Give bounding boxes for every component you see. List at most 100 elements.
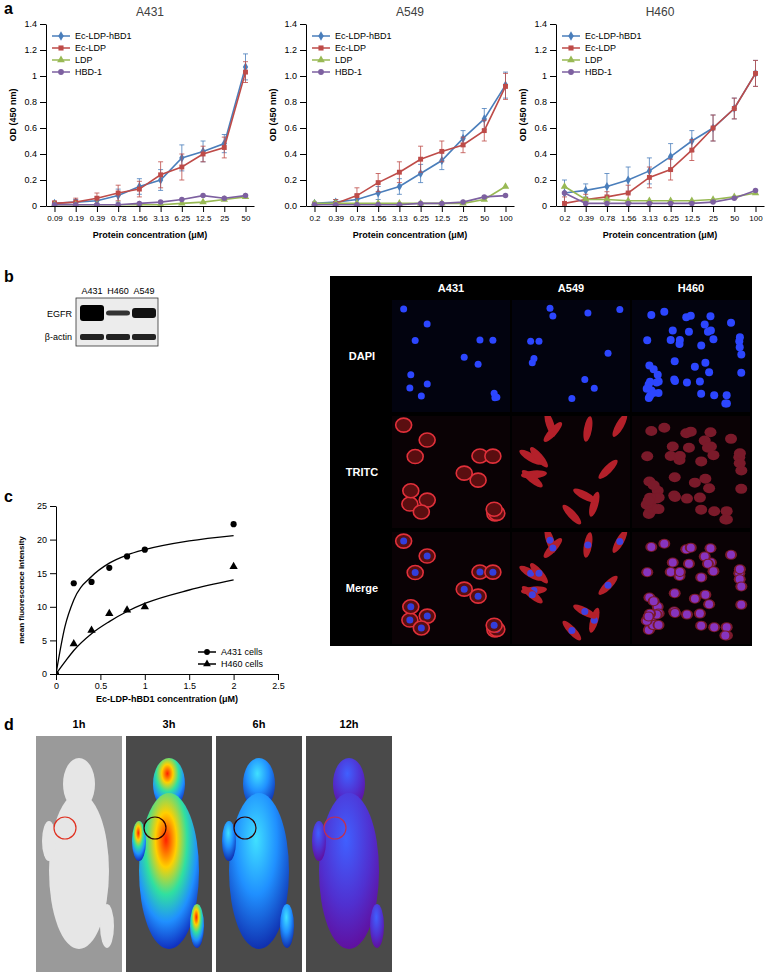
nucleus bbox=[737, 369, 745, 377]
marker bbox=[137, 201, 143, 206]
cell bbox=[560, 618, 584, 642]
marker bbox=[243, 193, 249, 199]
tick: 1.2 bbox=[24, 45, 46, 55]
error-bar bbox=[689, 140, 694, 161]
legend-entry: Ec-LDP-hBD1 bbox=[75, 31, 132, 41]
cell bbox=[485, 565, 501, 579]
series-line bbox=[564, 190, 755, 203]
tick-mark bbox=[224, 206, 225, 212]
tick-mark bbox=[628, 206, 629, 212]
marker bbox=[710, 199, 716, 205]
marker bbox=[562, 201, 567, 206]
axis-title: Protein concentration (μM) bbox=[603, 230, 718, 240]
cell bbox=[707, 566, 719, 576]
tick-mark bbox=[550, 154, 556, 155]
series-line bbox=[314, 196, 505, 205]
tick-mark bbox=[421, 206, 422, 212]
image-background bbox=[306, 736, 392, 972]
band bbox=[106, 311, 130, 316]
cell bbox=[396, 534, 412, 548]
microscopy-frame bbox=[330, 276, 752, 646]
panel-label: c bbox=[4, 488, 13, 505]
tick-mark bbox=[40, 128, 46, 129]
legend-marker bbox=[318, 45, 323, 50]
tick: 3.13 bbox=[642, 206, 658, 223]
cell bbox=[541, 420, 564, 445]
tick-mark bbox=[550, 206, 556, 207]
tick: 10 bbox=[37, 602, 56, 612]
nucleus bbox=[697, 622, 705, 630]
cell bbox=[541, 536, 564, 561]
marker bbox=[503, 193, 509, 199]
cell bbox=[735, 484, 747, 494]
tick: 25 bbox=[220, 206, 229, 223]
tick: 6.25 bbox=[413, 206, 429, 223]
tick-mark bbox=[713, 206, 714, 212]
lane-label: H460 bbox=[107, 286, 129, 296]
marker bbox=[604, 201, 610, 206]
legend-marker bbox=[204, 649, 210, 655]
tick-label: 0.78 bbox=[600, 214, 616, 223]
series-line bbox=[54, 196, 245, 205]
marker bbox=[354, 202, 360, 206]
tick-label: 1.2 bbox=[534, 45, 547, 55]
cell bbox=[735, 466, 747, 476]
marker bbox=[626, 175, 631, 184]
tick: 0.8 bbox=[534, 97, 556, 107]
tick-label: 50 bbox=[480, 214, 489, 223]
tick-label: 0.5 bbox=[95, 681, 108, 691]
legend-entry: Ec-LDP bbox=[75, 43, 106, 53]
nucleus bbox=[581, 608, 588, 615]
tick: 0.6 bbox=[24, 123, 46, 133]
tick: 1.5 bbox=[183, 674, 196, 691]
nucleus bbox=[406, 617, 413, 624]
nucleus bbox=[676, 568, 684, 576]
tick: 50 bbox=[480, 206, 489, 223]
tick-label: 15 bbox=[37, 569, 47, 579]
nucleus bbox=[709, 335, 717, 343]
tick: 0.2 bbox=[309, 206, 321, 223]
tick: 1.2 bbox=[284, 45, 306, 55]
series-line bbox=[314, 85, 505, 203]
tick-mark bbox=[50, 674, 56, 675]
legend: Ec-LDP-hBD1Ec-LDPLDPHBD-1 bbox=[312, 31, 392, 77]
micrograph-background bbox=[632, 300, 750, 412]
legend-entry: HBD-1 bbox=[335, 67, 362, 77]
error-bar bbox=[753, 60, 758, 86]
cell bbox=[708, 506, 720, 516]
axis-line bbox=[46, 25, 47, 207]
micrograph-background bbox=[512, 300, 630, 412]
marker bbox=[689, 201, 695, 206]
in-vivo-imaging: 1h3h6h12h bbox=[36, 718, 392, 972]
tick-mark bbox=[550, 24, 556, 25]
cell bbox=[667, 558, 679, 568]
lane-label: A431 bbox=[81, 286, 102, 296]
nucleus bbox=[710, 391, 718, 399]
nucleus bbox=[643, 568, 651, 576]
tick-label: 0.8 bbox=[284, 97, 297, 107]
tick-label: 0.2 bbox=[284, 175, 297, 185]
error-bar bbox=[711, 115, 716, 141]
tick: 0.39 bbox=[578, 206, 594, 223]
tick: 0.2 bbox=[284, 175, 306, 185]
cell bbox=[571, 486, 598, 505]
cell bbox=[648, 596, 660, 606]
tick-label: 0.8 bbox=[24, 97, 37, 107]
tick-label: 0.2 bbox=[534, 175, 547, 185]
tick-mark bbox=[50, 506, 56, 507]
micrograph-background bbox=[392, 416, 510, 528]
nucleus bbox=[400, 538, 407, 545]
tick-label: 12.5 bbox=[196, 214, 212, 223]
nucleus bbox=[683, 379, 691, 387]
legend-marker bbox=[568, 31, 573, 40]
marker bbox=[753, 71, 758, 76]
tick-mark bbox=[314, 206, 315, 212]
cell bbox=[694, 609, 706, 619]
tick: 1.4 bbox=[284, 19, 306, 29]
legend-entry: Ec-LDP bbox=[585, 43, 616, 53]
marker bbox=[72, 200, 79, 206]
tick-mark bbox=[586, 206, 587, 212]
tick: 2.5 bbox=[272, 674, 285, 691]
tick-mark bbox=[54, 206, 55, 212]
tumor-roi bbox=[144, 817, 166, 839]
